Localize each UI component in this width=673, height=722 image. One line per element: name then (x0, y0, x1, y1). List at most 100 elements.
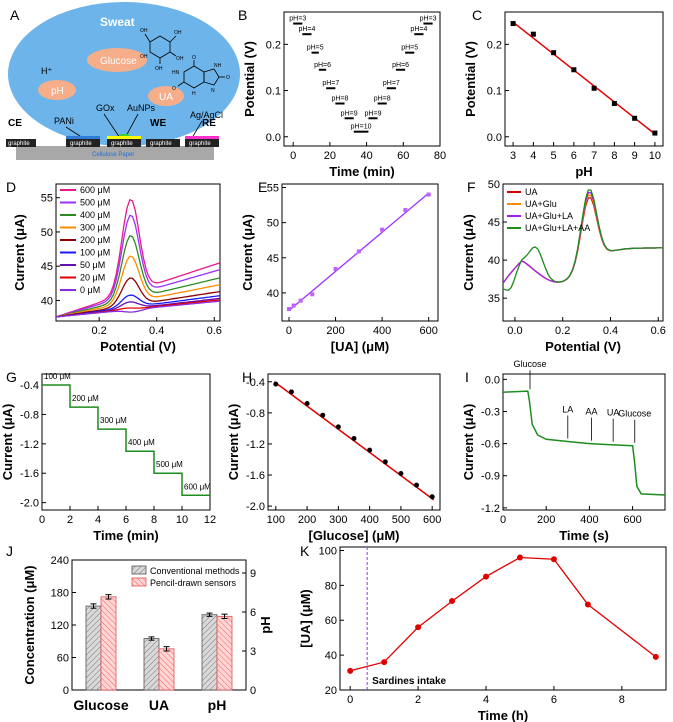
data-point (429, 494, 435, 500)
gox-label: GOx (96, 103, 115, 113)
bar (100, 596, 117, 691)
glucose-molecule (144, 33, 177, 64)
data-point (483, 573, 490, 580)
x-axis-label: Potential (V) (545, 339, 621, 354)
panel-a-schematic: A Sweat Glucose pH UA H⁺ OH OH OH OH OH … (6, 2, 240, 160)
level-label: 400 μM (128, 438, 155, 447)
panel-letter-j: J (6, 543, 13, 559)
y-tick-label: -1.6 (20, 468, 39, 480)
legend-label: 20 μM (80, 273, 105, 283)
chart-b: 0 20 40 60 80 0.0 0.1 0.2 Time (min) Potential (V… (242, 11, 446, 179)
y-tick-label: -0.4 (246, 377, 265, 389)
intake-label: Sardines intake (372, 676, 446, 687)
y-tick-label: 0.2 (266, 39, 281, 51)
data-point (320, 412, 326, 418)
x-tick-label: 6 (571, 150, 577, 162)
step-label: pH=8 (332, 95, 349, 102)
annotation-label: LA (562, 404, 573, 414)
annotation-label: Glucose (513, 359, 546, 369)
y-tick-label: -0.8 (20, 409, 39, 421)
molecule-oh-2: OH (174, 30, 182, 36)
we-label: WE (150, 118, 166, 129)
step-label: pH=5 (401, 45, 418, 52)
panel-letter-d: D (6, 179, 16, 195)
x-tick-label: 0.6 (207, 325, 222, 337)
sweat-label: Sweat (100, 15, 135, 29)
agagcl-label: Ag/AgCl (190, 110, 223, 120)
x-tick-label: 0.4 (149, 325, 164, 337)
y2-tick-label: 6 (250, 607, 256, 619)
graphite-label-1: graphite (8, 141, 30, 147)
x-tick-label: 2 (415, 694, 421, 706)
x-tick-label: 400 (580, 514, 598, 526)
series-line (55, 300, 221, 318)
data-point (367, 447, 373, 453)
x-axis-label: [UA] (μM) (331, 339, 390, 354)
y-tick-label: 240 (51, 555, 69, 567)
x-tick-label: 400 (360, 514, 378, 526)
step-label: pH=6 (314, 62, 331, 69)
annotation-label: Glucose (618, 409, 651, 419)
y-axis-label: [UA] (μM) (298, 589, 313, 648)
x-tick-label: 0 (39, 514, 45, 526)
x-tick-label: 0.0 (507, 325, 522, 337)
legend-label: 50 μM (80, 260, 105, 270)
chart-k: 0 2 4 6 8 20 40 60 80 100 Time (h) [UA] (μM) Sardine… (298, 545, 667, 722)
y-tick-label: 20 (325, 685, 337, 697)
step-label: pH=9 (341, 110, 358, 117)
paper-substrate (16, 146, 214, 160)
y-tick-label: 0.1 (487, 86, 502, 98)
x-tick-label: 200 (537, 514, 555, 526)
data-point (403, 207, 408, 212)
graphite-label-2: graphite (70, 141, 92, 147)
molecule-oh-1: OH (140, 28, 148, 34)
x-tick-label: 6 (551, 694, 557, 706)
fit-line (512, 21, 656, 135)
y2-tick-label: 9 (250, 568, 256, 580)
graphite-label-4: graphite (150, 141, 172, 147)
legend-swatch (131, 565, 147, 575)
step-label: pH=7 (322, 80, 339, 87)
data-point (632, 115, 638, 121)
data-point (382, 459, 388, 465)
y-axis-label: Potential (V) (242, 41, 257, 117)
y-tick-label: 0.2 (487, 39, 502, 51)
data-point (551, 50, 557, 56)
y-axis-label: Current (μA) (461, 214, 476, 291)
x-tick-label: 4 (483, 694, 489, 706)
data-point (286, 307, 291, 312)
data-point (288, 389, 294, 395)
annotation-label: AA (586, 407, 598, 417)
y-tick-label: 180 (51, 588, 69, 600)
x-tick-label: 0.6 (651, 325, 666, 337)
y-tick-label: -0.9 (481, 471, 500, 483)
chart-e: 0 200 400 600 40 45 50 55 [UA] (μM) Current (μA) (240, 183, 439, 354)
panel-letter-g: G (6, 369, 17, 385)
molecule-o-3: O (226, 75, 230, 81)
x-axis-label: Potential (V) (100, 339, 176, 354)
legend-label: 400 μM (80, 210, 110, 220)
step-label: pH=9 (365, 110, 382, 117)
x-tick-label: 10 (649, 150, 661, 162)
molecule-n: N (211, 88, 215, 94)
step-label: pH=6 (392, 62, 409, 69)
step-label: pH=10 (351, 124, 372, 131)
y-tick-label: 50 (41, 227, 53, 239)
legend-label: UA+Glu+LA+AA (525, 223, 590, 233)
legend-label: 0 μM (80, 285, 100, 295)
x-tick-label: 400 (373, 325, 391, 337)
x-axis-label: [Glucose] (μM) (308, 528, 399, 543)
x-tick-label: 3 (510, 150, 516, 162)
data-point (351, 436, 357, 442)
molecule-o-1: O (192, 55, 196, 61)
x-tick-label: 2 (67, 514, 73, 526)
step-label: pH=3 (289, 16, 306, 23)
y-tick-label: -1.2 (246, 439, 265, 451)
data-point (291, 303, 296, 308)
ph-bubble-label: pH (51, 86, 64, 97)
data-point (652, 130, 658, 136)
y-tick-label: 40 (267, 288, 279, 300)
data-point (449, 598, 456, 605)
panel-letter-h: H (242, 369, 252, 385)
